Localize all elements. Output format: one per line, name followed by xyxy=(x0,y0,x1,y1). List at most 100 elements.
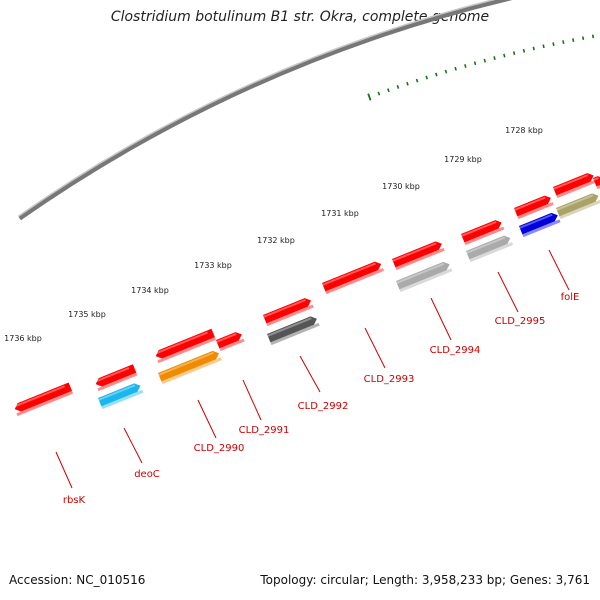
gene-upper-10 xyxy=(94,364,138,392)
scale-label-5: 1733 kbp xyxy=(194,261,232,270)
gene-CLD_2995 xyxy=(466,235,514,263)
gene-folE xyxy=(519,212,561,238)
gene-upper-8-highlight xyxy=(216,333,237,343)
gene-CLD_2995-shade xyxy=(469,242,514,263)
gene-CLD_2990-shade xyxy=(161,357,222,385)
inner-tick xyxy=(464,64,467,68)
leader-line-2 xyxy=(430,297,452,341)
inner-tick xyxy=(444,69,448,74)
gene-upper-10-shade xyxy=(97,372,138,392)
inner-tick xyxy=(387,88,390,93)
gene-olive-highlight xyxy=(556,194,594,211)
gene-deoC xyxy=(98,383,144,410)
gene-upper-5-shade xyxy=(395,247,445,271)
inner-tick xyxy=(493,56,496,60)
gene-upper-3-body xyxy=(514,195,551,217)
gene-rbsK xyxy=(13,382,74,417)
gene-upper-1-shade xyxy=(556,179,597,199)
inner-tick xyxy=(562,40,565,44)
leader-line-3 xyxy=(364,327,386,369)
gene-label-7: deoC xyxy=(134,469,160,480)
gene-upper-5 xyxy=(392,241,445,271)
leader-line-7 xyxy=(123,427,143,464)
gene-upper-5-body xyxy=(392,241,442,268)
gene-upper-2-shade xyxy=(596,182,600,190)
gene-CLD_2992-shade xyxy=(270,322,320,346)
inner-tick xyxy=(473,61,477,66)
genome-summary: Topology: circular; Length: 3,958,233 bp… xyxy=(260,573,590,587)
inner-tick xyxy=(552,42,555,47)
gene-CLD_2992 xyxy=(267,316,320,346)
inner-tick xyxy=(572,38,575,42)
accession-label: Accession: NC_010516 xyxy=(9,573,146,587)
backbone-shadow xyxy=(17,0,503,219)
genome-backbone xyxy=(18,0,514,221)
gene-label-6: CLD_2990 xyxy=(194,443,245,454)
gene-upper-9 xyxy=(154,328,216,364)
inner-ticks xyxy=(367,34,595,101)
gene-CLD_2995-highlight xyxy=(466,236,506,254)
gene-upper-8-body xyxy=(216,332,242,349)
inner-tick xyxy=(396,85,400,89)
inner-tick xyxy=(454,66,457,71)
gene-CLD_2994-shade xyxy=(399,268,453,293)
gene-upper-10-body xyxy=(95,364,137,387)
gene-CLD_2995-body xyxy=(466,235,511,260)
gene-folE-body xyxy=(519,212,558,235)
inner-tick xyxy=(415,78,419,83)
gene-upper-6-body xyxy=(322,261,382,292)
inner-tick xyxy=(591,34,595,39)
gene-upper-9-body xyxy=(155,328,215,359)
gene-label-1: CLD_2995 xyxy=(495,316,546,327)
gene-label-3: CLD_2993 xyxy=(364,374,415,385)
gene-rbsK-body xyxy=(14,382,73,412)
gene-label-0: folE xyxy=(561,292,580,303)
leader-line-6 xyxy=(197,399,217,439)
scale-label-0: 1728 kbp xyxy=(505,126,543,135)
inner-tick xyxy=(503,53,506,58)
gene-CLD_2992-highlight xyxy=(267,317,312,337)
gene-upper-7 xyxy=(263,298,314,327)
gene-CLD_2992-body xyxy=(267,316,317,343)
gene-upper-1-highlight xyxy=(553,174,589,190)
gene-folE-highlight xyxy=(519,213,553,229)
gene-upper-4-highlight xyxy=(461,221,497,237)
scale-label-7: 1735 kbp xyxy=(68,310,106,319)
gene-label-8: rbsK xyxy=(63,495,86,506)
map-title: Clostridium botulinum B1 str. Okra, comp… xyxy=(110,9,490,25)
gene-olive-shade xyxy=(559,199,600,220)
scale-label-1: 1729 kbp xyxy=(444,155,482,164)
inner-tick xyxy=(522,48,526,53)
gene-upper-6 xyxy=(322,261,384,295)
gene-olive xyxy=(556,193,600,220)
leader-line-5 xyxy=(242,379,262,421)
gene-upper-1 xyxy=(553,173,597,199)
gene-upper-3-highlight xyxy=(514,196,546,211)
gene-upper-2-body xyxy=(593,176,600,187)
leader-line-0 xyxy=(548,249,570,291)
gene-upper-3-shade xyxy=(517,202,554,220)
gene-upper-6-highlight xyxy=(322,262,376,286)
gene-upper-4-body xyxy=(461,220,502,243)
gene-upper-8 xyxy=(216,332,245,352)
gene-upper-4 xyxy=(461,220,505,246)
inner-tick xyxy=(532,46,535,51)
leader-line-4 xyxy=(299,355,321,393)
leader-line-8 xyxy=(55,451,73,489)
gene-upper-9-shade xyxy=(157,337,216,364)
gene-CLD_2990-highlight xyxy=(158,351,214,376)
inner-tick xyxy=(367,93,372,101)
gene-label-2: CLD_2994 xyxy=(430,345,481,356)
scale-label-3: 1731 kbp xyxy=(321,209,359,218)
gene-upper-2 xyxy=(593,176,600,190)
gene-deoC-shade xyxy=(101,389,144,410)
leader-line-1 xyxy=(497,271,519,313)
gene-upper-10-highlight xyxy=(94,367,130,383)
gene-CLD_2990-body xyxy=(158,350,220,382)
scale-label-8: 1736 kbp xyxy=(4,334,42,343)
gene-upper-9-highlight xyxy=(154,331,208,355)
gene-upper-7-body xyxy=(263,298,312,324)
scale-label-6: 1734 kbp xyxy=(131,286,169,295)
gene-upper-7-highlight xyxy=(263,299,306,318)
